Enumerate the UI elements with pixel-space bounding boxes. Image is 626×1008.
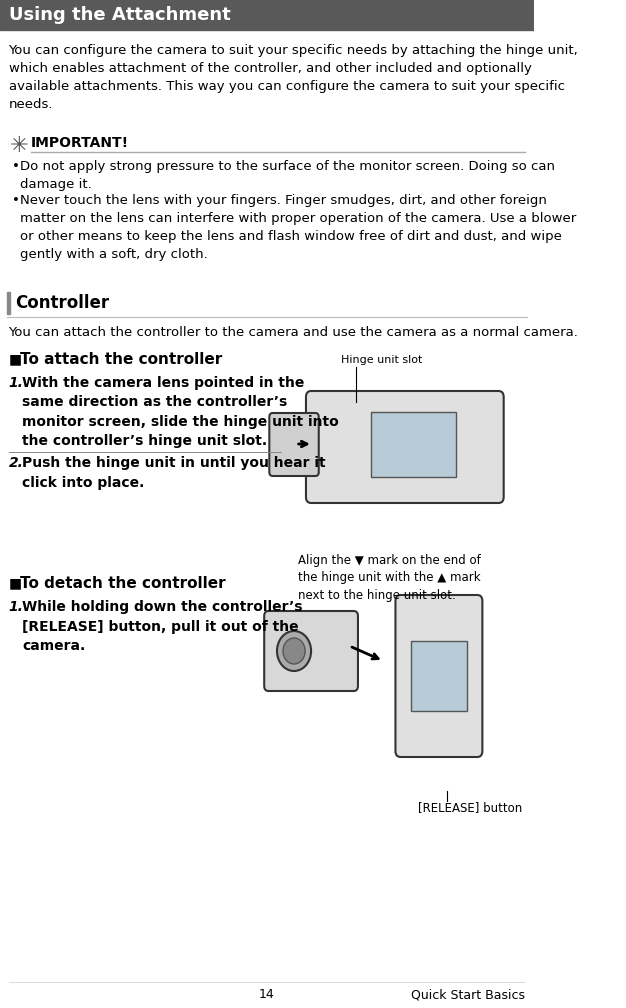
Text: Quick Start Basics: Quick Start Basics	[411, 988, 525, 1001]
Circle shape	[283, 638, 305, 664]
Bar	[7, 292, 10, 314]
Text: With the camera lens pointed in the
same direction as the controller’s
monitor s: With the camera lens pointed in the same…	[22, 376, 339, 449]
Text: While holding down the controller’s
[RELEASE] button, pull it out of the
camera.: While holding down the controller’s [REL…	[22, 600, 302, 653]
Bar	[0, 0, 533, 30]
Text: 14: 14	[259, 988, 275, 1001]
Text: 2.: 2.	[9, 456, 23, 470]
Text: Controller: Controller	[16, 294, 110, 312]
Text: Push the hinge unit in until you hear it
click into place.: Push the hinge unit in until you hear it…	[22, 456, 326, 490]
FancyBboxPatch shape	[396, 595, 483, 757]
Text: Hinge unit slot: Hinge unit slot	[341, 355, 423, 365]
Text: To attach the controller: To attach the controller	[21, 352, 223, 367]
Text: •: •	[12, 194, 20, 207]
Text: ■: ■	[9, 576, 22, 590]
Bar	[411, 641, 467, 711]
Bar	[371, 412, 456, 477]
Text: You can configure the camera to suit your specific needs by attaching the hinge : You can configure the camera to suit you…	[9, 44, 578, 111]
Text: To detach the controller: To detach the controller	[21, 576, 226, 591]
Text: 1.: 1.	[9, 600, 23, 614]
Text: Using the Attachment: Using the Attachment	[9, 6, 230, 24]
FancyBboxPatch shape	[264, 611, 358, 691]
Text: You can attach the controller to the camera and use the camera as a normal camer: You can attach the controller to the cam…	[9, 326, 578, 339]
Text: 1.: 1.	[9, 376, 23, 390]
Text: IMPORTANT!: IMPORTANT!	[31, 136, 129, 150]
Text: [RELEASE] button: [RELEASE] button	[418, 801, 522, 814]
Text: Do not apply strong pressure to the surface of the monitor screen. Doing so can
: Do not apply strong pressure to the surf…	[21, 160, 555, 191]
Text: Never touch the lens with your fingers. Finger smudges, dirt, and other foreign
: Never touch the lens with your fingers. …	[21, 194, 577, 261]
Circle shape	[277, 631, 311, 671]
Text: ■: ■	[9, 352, 22, 366]
Text: ✳: ✳	[10, 136, 29, 156]
Text: •: •	[12, 160, 20, 173]
Text: Align the ▼ mark on the end of
the hinge unit with the ▲ mark
next to the hinge : Align the ▼ mark on the end of the hinge…	[299, 554, 481, 602]
FancyBboxPatch shape	[306, 391, 504, 503]
FancyBboxPatch shape	[269, 413, 319, 476]
